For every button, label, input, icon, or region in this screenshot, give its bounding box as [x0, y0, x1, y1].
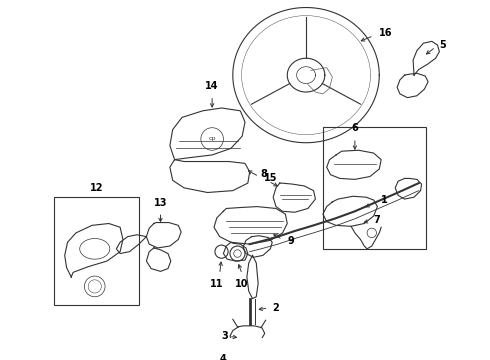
Text: 14: 14: [205, 81, 219, 91]
Bar: [54, 197, 139, 305]
Text: 6: 6: [351, 123, 358, 133]
Text: 7: 7: [374, 215, 380, 225]
Text: 2: 2: [272, 303, 279, 313]
Text: 3: 3: [221, 331, 228, 341]
Text: cp: cp: [208, 136, 216, 141]
Text: 16: 16: [379, 28, 393, 38]
Text: 8: 8: [260, 169, 267, 179]
Text: 10: 10: [235, 279, 249, 289]
Text: 5: 5: [440, 40, 446, 50]
Text: 15: 15: [264, 174, 277, 184]
Text: 4: 4: [220, 354, 227, 360]
Text: 9: 9: [287, 236, 294, 246]
Bar: [323, 127, 426, 249]
Text: 13: 13: [154, 198, 167, 207]
Text: 1: 1: [381, 195, 388, 205]
Text: 12: 12: [90, 183, 103, 193]
Text: 11: 11: [210, 279, 223, 289]
